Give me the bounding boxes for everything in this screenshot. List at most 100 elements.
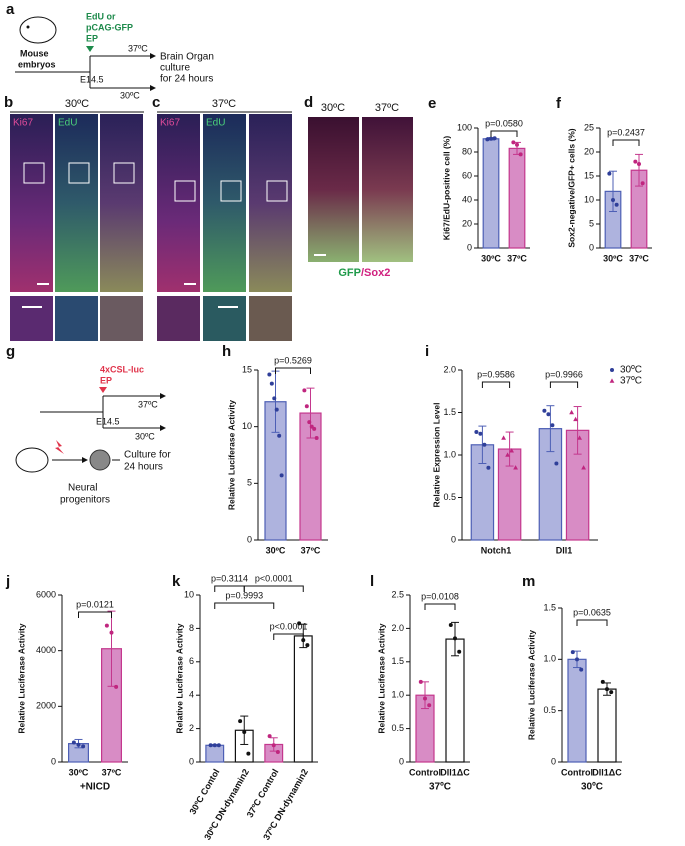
micrograph <box>249 114 292 292</box>
diagram-text: EP <box>100 375 112 385</box>
data-point <box>505 452 510 457</box>
y-tick-label: 20 <box>584 146 594 156</box>
legend-label: 30ºC <box>620 365 642 376</box>
data-point <box>577 435 582 440</box>
x-tick-label: 30ºC <box>481 253 501 263</box>
data-point <box>605 687 609 692</box>
diagram-text: Culture for <box>124 450 171 461</box>
diagram-text: embryos <box>18 59 56 69</box>
data-point <box>489 136 493 141</box>
y-tick-label: 0.5 <box>543 705 556 715</box>
significance-bracket <box>576 619 608 626</box>
data-point <box>513 465 518 470</box>
x-tick-label: 30ºC <box>266 545 286 555</box>
y-axis-label: Relative Luciferase Activity <box>226 400 236 511</box>
data-point <box>509 448 514 453</box>
p-value: p=0.2437 <box>607 127 645 137</box>
diagram-text: 30ºC <box>120 90 140 100</box>
micrograph <box>362 117 413 262</box>
diagram-text: EP <box>86 33 98 43</box>
significance-bracket <box>549 381 579 388</box>
data-point <box>609 690 614 695</box>
bar <box>445 638 465 763</box>
stain-label: EdU <box>206 118 225 129</box>
arrowhead <box>150 85 156 91</box>
data-point <box>575 657 579 662</box>
significance-bracket <box>424 603 456 610</box>
bar <box>508 147 526 249</box>
data-point <box>518 152 523 157</box>
diagram-text: progenitors <box>60 495 110 506</box>
data-point <box>457 649 462 654</box>
micrograph <box>100 114 143 292</box>
y-tick-label: 1.0 <box>443 449 456 459</box>
data-point <box>511 140 516 145</box>
y-tick-label: 1.5 <box>443 407 456 417</box>
x-tick-label: 30ºC <box>603 253 623 263</box>
data-point <box>542 408 547 413</box>
data-point <box>569 409 574 415</box>
significance-bracket <box>273 633 304 640</box>
data-point <box>71 740 76 745</box>
y-tick-label: 10 <box>584 194 594 204</box>
significance-bracket <box>490 130 518 137</box>
y-tick-label: 0 <box>51 756 56 766</box>
data-point <box>304 404 309 409</box>
y-tick-label: 15 <box>584 170 594 180</box>
p-value: p=0.3114 <box>211 573 248 583</box>
y-tick-label: 2 <box>189 723 194 733</box>
data-point <box>418 679 423 684</box>
data-point <box>546 412 551 417</box>
arrowhead <box>160 425 166 431</box>
data-point <box>275 749 280 754</box>
micrograph <box>157 114 200 292</box>
data-point <box>109 630 114 635</box>
data-point <box>238 719 243 724</box>
data-point <box>301 638 306 643</box>
data-point <box>478 431 483 436</box>
y-tick-label: 0 <box>551 756 556 766</box>
stain-label: EdU <box>58 118 77 129</box>
significance-bracket <box>78 611 112 618</box>
y-tick-label: 0.5 <box>443 492 456 502</box>
x-tick-label: Dll1 <box>556 545 573 555</box>
y-axis-label: Relative Luciferase Activity <box>16 623 26 734</box>
data-point <box>297 621 302 626</box>
data-point <box>272 396 277 401</box>
x-tick-label: 37ºC <box>301 545 321 555</box>
stain-label: Ki67 <box>13 118 33 129</box>
stain-label: GFP <box>338 267 361 279</box>
electroporation-icon <box>55 440 64 454</box>
y-axis-label: Ki67/EdU-positive cell (%) <box>441 136 451 241</box>
data-point <box>277 433 282 438</box>
y-tick-label: 25 <box>584 122 594 132</box>
y-tick-label: 15 <box>242 364 252 374</box>
mouse-eye <box>26 25 30 29</box>
y-tick-label: 0 <box>589 242 594 252</box>
panel-heading: 30ºC <box>65 98 89 110</box>
data-point <box>633 159 638 164</box>
p-value: p=0.0121 <box>76 599 114 609</box>
x-tick-label: Control <box>561 767 593 777</box>
arrowhead <box>160 393 166 399</box>
data-point <box>550 423 555 428</box>
panel-g: g 4xCSL-luc EP 37ºC E14.5 30ºC Culture f… <box>6 343 171 506</box>
bar <box>205 744 225 763</box>
arrowhead <box>150 53 156 59</box>
data-point <box>579 667 584 672</box>
micrograph <box>203 114 246 292</box>
data-point <box>573 416 578 422</box>
data-point <box>104 623 109 628</box>
data-point <box>640 181 645 186</box>
diagram-text: EdU or <box>86 11 116 21</box>
x-axis-label: 30ºC <box>581 782 603 793</box>
micrograph-zoom <box>157 296 200 341</box>
bar <box>482 138 500 249</box>
data-point <box>267 734 272 739</box>
zoom-box <box>266 180 288 202</box>
x-tick-label: 30ºC <box>69 767 89 777</box>
panel-letter: l <box>370 573 374 590</box>
panel-d: d 30ºC 37ºC GFP /Sox2 <box>304 94 413 279</box>
zoom-box <box>68 162 90 184</box>
micrograph <box>308 117 359 262</box>
